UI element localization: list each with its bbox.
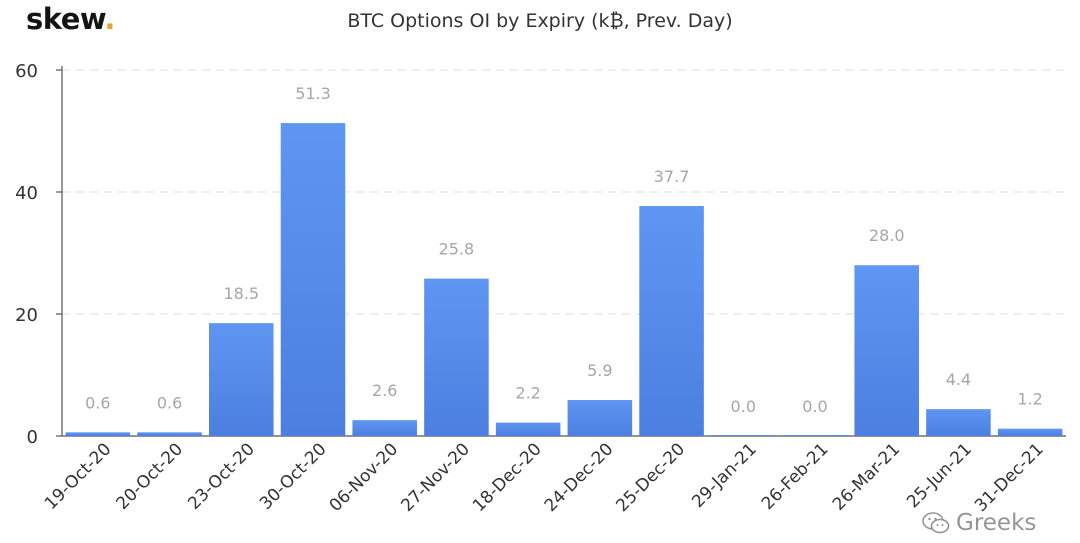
- x-tick-label-25-Dec-20: 25-Dec-20: [612, 439, 689, 516]
- logo-dot: .: [104, 2, 115, 36]
- y-tick-label-40: 40: [15, 183, 38, 204]
- wechat-icon: [922, 512, 950, 534]
- y-tick-label-20: 20: [15, 305, 38, 326]
- data-label-29-Jan-21: 0.0: [731, 397, 756, 416]
- chart-title: BTC Options OI by Expiry (k₿, Prev. Day): [347, 10, 733, 32]
- bar-06-Nov-20: [352, 420, 417, 436]
- data-label-31-Dec-21: 1.2: [1017, 390, 1042, 409]
- bar-25-Dec-20: [639, 206, 704, 436]
- data-label-25-Jun-21: 4.4: [946, 370, 971, 389]
- data-label-24-Dec-20: 5.9: [587, 361, 612, 380]
- x-tick-label-30-Oct-20: 30-Oct-20: [256, 439, 331, 514]
- y-tick-labels: 0 20 40 60: [15, 61, 38, 448]
- y-tick-label-60: 60: [15, 61, 38, 82]
- bar-26-Mar-21: [854, 265, 919, 436]
- bar-26-Feb-21: [782, 435, 848, 436]
- data-label-25-Dec-20: 37.7: [654, 167, 690, 186]
- bar-30-Oct-20: [280, 123, 346, 436]
- x-tick-label-26-Mar-21: 26-Mar-21: [829, 439, 904, 514]
- watermark: Greeks: [922, 510, 1036, 536]
- x-tick-label-19-Oct-20: 19-Oct-20: [41, 439, 116, 514]
- bar-24-Dec-20: [567, 400, 633, 436]
- x-tick-label-29-Jan-21: 29-Jan-21: [688, 439, 761, 512]
- bar-18-Dec-20: [495, 422, 561, 436]
- data-label-26-Feb-21: 0.0: [802, 397, 827, 416]
- x-tick-label-26-Feb-21: 26-Feb-21: [758, 439, 833, 514]
- data-label-20-Oct-20: 0.6: [157, 393, 182, 412]
- x-tick-label-06-Nov-20: 06-Nov-20: [326, 439, 403, 516]
- x-tick-label-31-Dec-21: 31-Dec-21: [971, 439, 1048, 516]
- data-label-23-Oct-20: 18.5: [223, 284, 259, 303]
- x-tick-label-20-Oct-20: 20-Oct-20: [113, 439, 188, 514]
- bars: [65, 123, 1063, 436]
- data-label-06-Nov-20: 2.6: [372, 381, 397, 400]
- x-tick-label-25-Jun-21: 25-Jun-21: [903, 439, 976, 512]
- logo-text: skew: [26, 2, 105, 36]
- bar-23-Oct-20: [209, 323, 274, 436]
- bar-27-Nov-20: [424, 278, 489, 436]
- bar-19-Oct-20: [65, 432, 131, 436]
- bar-31-Dec-21: [997, 428, 1063, 436]
- data-label-18-Dec-20: 2.2: [515, 384, 540, 403]
- bar-20-Oct-20: [137, 432, 202, 436]
- x-tick-label-18-Dec-20: 18-Dec-20: [469, 439, 546, 516]
- x-tick-label-27-Nov-20: 27-Nov-20: [397, 439, 474, 516]
- x-tick-labels: 19-Oct-2020-Oct-2023-Oct-2030-Oct-2006-N…: [41, 439, 1048, 516]
- data-label-19-Oct-20: 0.6: [85, 393, 110, 412]
- y-tick-label-0: 0: [27, 427, 38, 448]
- data-label-30-Oct-20: 51.3: [295, 84, 331, 103]
- bar-25-Jun-21: [926, 409, 991, 436]
- x-tick-label-24-Dec-20: 24-Dec-20: [541, 439, 618, 516]
- data-labels: 0.6 0.6 18.5 51.3 2.6 25.8 2.2 5.9 37.7 0.0 0.0 28.…: [85, 84, 1043, 416]
- x-tick-label-23-Oct-20: 23-Oct-20: [184, 439, 259, 514]
- data-label-26-Mar-21: 28.0: [869, 226, 905, 245]
- data-label-27-Nov-20: 25.8: [439, 240, 475, 259]
- skew-logo: skew.: [26, 2, 115, 36]
- bar-29-Jan-21: [711, 435, 776, 436]
- watermark-text: Greeks: [956, 510, 1037, 536]
